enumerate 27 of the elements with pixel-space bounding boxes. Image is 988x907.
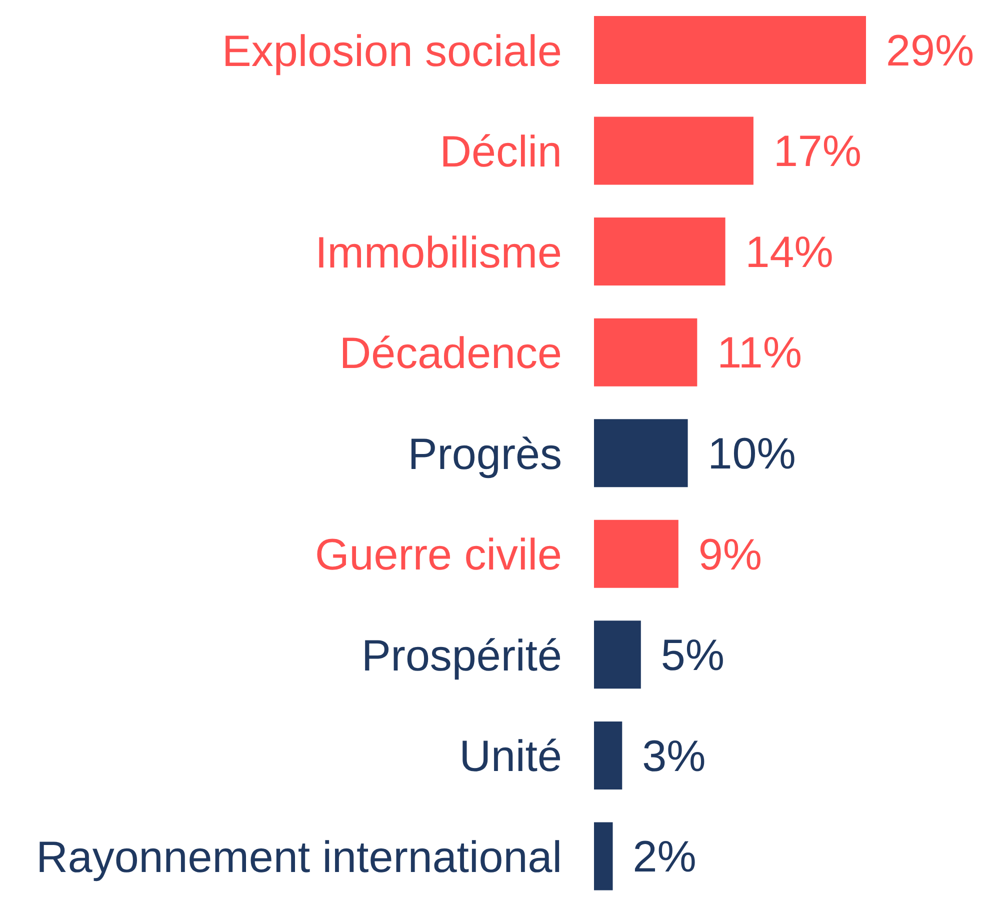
y-tick-label: Rayonnement international xyxy=(36,833,562,882)
bar xyxy=(594,218,726,286)
y-tick-label: Immobilisme xyxy=(315,228,562,278)
bar xyxy=(594,520,678,588)
data-label: 5% xyxy=(660,631,724,680)
data-label: 14% xyxy=(745,228,834,277)
data-label: 10% xyxy=(708,430,796,479)
data-label: 17% xyxy=(773,127,862,176)
y-tick-label: Prospérité xyxy=(361,631,562,680)
bar xyxy=(594,620,641,689)
bar xyxy=(594,419,688,488)
y-tick-label: Guerre civile xyxy=(315,530,562,580)
bar xyxy=(594,16,866,84)
data-label: 29% xyxy=(886,26,974,76)
y-tick-label: Unité xyxy=(459,732,562,782)
data-label: 11% xyxy=(717,328,802,378)
bar xyxy=(594,721,622,790)
data-label: 9% xyxy=(698,530,762,580)
y-tick-label: Décadence xyxy=(339,329,562,378)
y-tick-label: Progrès xyxy=(408,430,562,479)
data-label: 3% xyxy=(642,732,706,781)
bar xyxy=(594,318,698,386)
y-tick-label: Déclin xyxy=(440,128,562,177)
y-tick-label: Explosion sociale xyxy=(222,26,562,76)
bar xyxy=(594,822,613,890)
data-label: 2% xyxy=(632,832,696,882)
bar xyxy=(594,116,754,185)
